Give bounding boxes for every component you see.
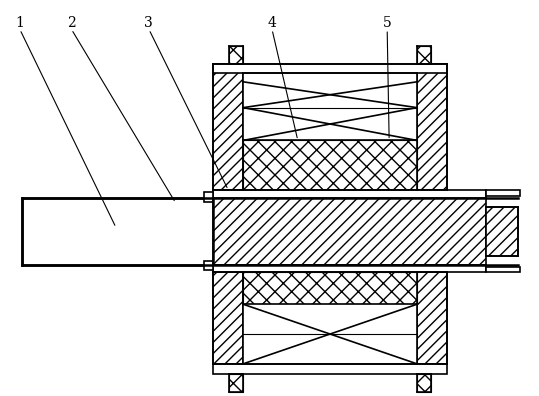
Bar: [213, 64, 243, 190]
Bar: [213, 64, 447, 73]
Bar: [213, 364, 447, 374]
Bar: [213, 190, 487, 198]
Bar: [417, 64, 447, 190]
Bar: [243, 304, 417, 364]
Text: 3: 3: [144, 16, 153, 30]
Bar: [243, 141, 417, 190]
Bar: [229, 374, 243, 392]
Bar: [213, 198, 487, 265]
Text: 4: 4: [267, 16, 277, 30]
Bar: [417, 374, 431, 392]
Text: 1: 1: [15, 16, 24, 30]
Text: 2: 2: [67, 16, 76, 30]
Bar: [487, 207, 518, 255]
Bar: [487, 267, 520, 272]
Bar: [213, 265, 487, 272]
Bar: [417, 272, 447, 364]
Text: 5: 5: [383, 16, 391, 30]
Bar: [243, 272, 417, 304]
Bar: [243, 73, 417, 141]
Bar: [487, 190, 520, 196]
Bar: [417, 46, 431, 64]
Bar: [204, 261, 213, 270]
Bar: [204, 192, 213, 202]
Bar: [229, 46, 243, 64]
Bar: [213, 272, 243, 364]
Bar: [22, 198, 213, 265]
